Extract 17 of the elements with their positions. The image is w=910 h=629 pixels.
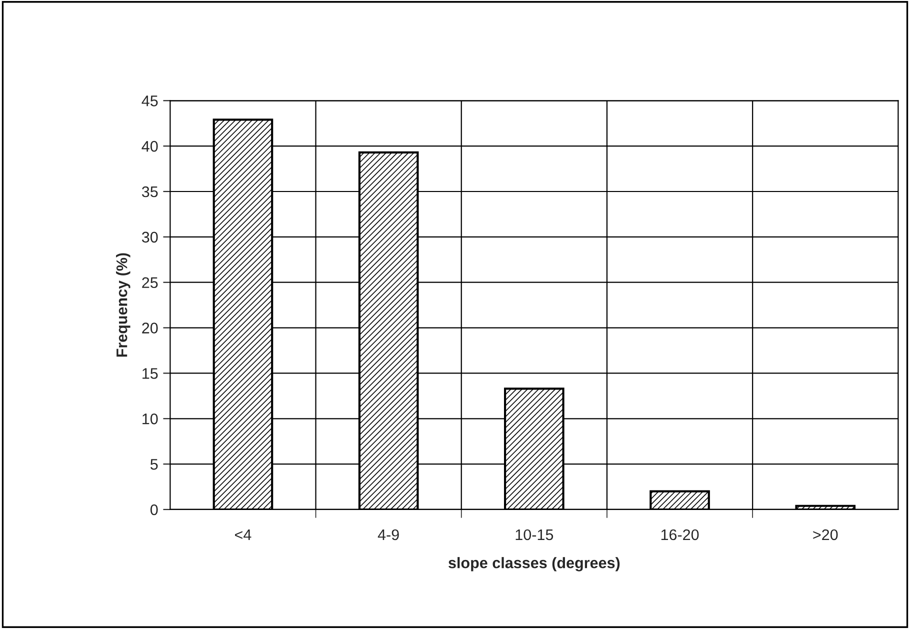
x-axis-title: slope classes (degrees) — [448, 557, 620, 572]
y-tick-label: 0 — [150, 504, 158, 516]
x-tick-label: 16-20 — [661, 529, 699, 540]
y-tick-label: 10 — [142, 414, 158, 424]
x-tick-label: >20 — [813, 529, 838, 540]
y-tick-label: 35 — [142, 186, 158, 198]
y-tick-label: 5 — [150, 459, 158, 470]
y-axis-title: Frequency (%) — [116, 253, 130, 357]
x-tick-label: 10-15 — [516, 529, 554, 540]
x-tick-label: 4-9 — [378, 529, 399, 540]
y-tick-label: 15 — [142, 368, 158, 379]
y-tick-label: 45 — [142, 96, 158, 106]
y-tick-label: 40 — [142, 140, 158, 152]
y-tick-label: 30 — [142, 232, 158, 243]
y-tick-label: 25 — [142, 277, 158, 288]
x-tick-label: <4 — [235, 529, 252, 540]
y-tick-label: 20 — [142, 322, 158, 334]
